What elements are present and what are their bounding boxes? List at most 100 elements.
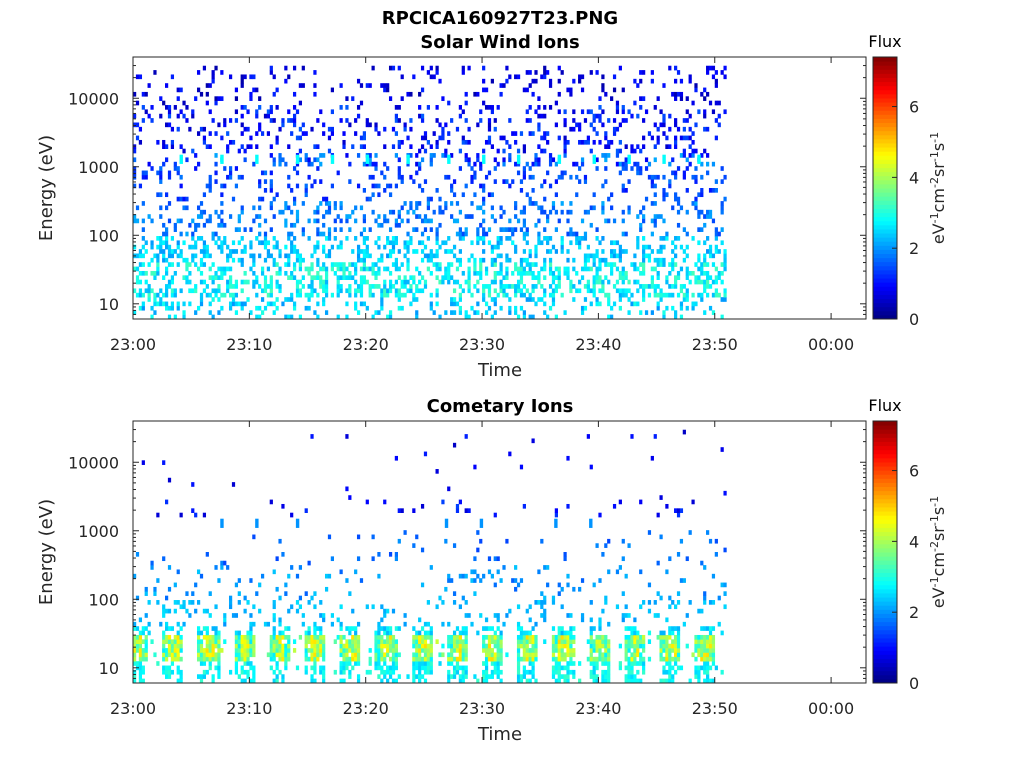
heatmap-cell — [362, 236, 366, 241]
heatmap-burst — [406, 154, 410, 164]
heatmap-cell — [234, 310, 239, 315]
heatmap-cell — [444, 148, 448, 154]
heatmap-cell — [528, 270, 532, 276]
heatmap-cell — [319, 284, 323, 289]
heatmap-cell — [205, 552, 209, 557]
heatmap-cell — [522, 652, 526, 658]
heatmap-cell — [467, 270, 471, 276]
heatmap-cell — [630, 301, 634, 307]
heatmap-cell — [703, 665, 707, 671]
colorbar-tick-label: 4 — [909, 532, 919, 551]
heatmap-cell — [409, 301, 413, 307]
colorbar-swatch — [873, 69, 897, 74]
heatmap-cell — [537, 236, 541, 241]
heatmap-cell — [598, 512, 602, 518]
heatmap-cell — [263, 188, 268, 193]
heatmap-cell — [351, 652, 355, 658]
heatmap-cell — [380, 678, 384, 684]
heatmap-cell — [287, 262, 291, 267]
heatmap-cell — [519, 275, 524, 280]
heatmap-cell — [313, 652, 317, 658]
heatmap-cell — [534, 648, 538, 653]
heatmap-cell — [548, 183, 553, 189]
colorbar-frame — [872, 420, 898, 684]
heatmap-cell — [176, 87, 180, 93]
heatmap-cell — [464, 573, 468, 579]
heatmap-cell — [665, 305, 669, 311]
heatmap-cell — [618, 297, 622, 302]
colorbar-swatch — [873, 633, 897, 639]
heatmap-cell — [703, 270, 707, 276]
heatmap-cell — [575, 192, 579, 198]
heatmap-cell — [668, 604, 672, 610]
heatmap-cell — [240, 105, 244, 110]
heatmap-cell — [516, 648, 521, 653]
heatmap-cell — [580, 578, 585, 583]
heatmap-cell — [240, 113, 244, 119]
heatmap-cell — [647, 530, 652, 535]
heatmap-cell — [388, 209, 393, 215]
heatmap-cell — [636, 161, 640, 167]
heatmap-cell — [196, 70, 201, 75]
heatmap-cell — [211, 118, 215, 123]
heatmap-cell — [278, 595, 282, 601]
heatmap-cell — [519, 292, 524, 298]
heatmap-cell — [342, 266, 346, 272]
heatmap-cell — [383, 669, 387, 675]
heatmap-cell — [359, 135, 364, 141]
heatmap-cell — [383, 174, 387, 180]
heatmap-cell — [615, 279, 620, 285]
heatmap-cell — [348, 674, 352, 679]
heatmap-cell — [237, 174, 241, 180]
heatmap-cell — [319, 201, 323, 206]
heatmap-cell — [627, 613, 631, 618]
heatmap-cell — [484, 656, 489, 662]
heatmap-cell — [464, 183, 468, 189]
heatmap-cell — [138, 678, 143, 684]
heatmap-cell — [455, 656, 460, 662]
heatmap-cell — [464, 434, 468, 439]
heatmap-cell — [322, 249, 326, 254]
heatmap-cell — [281, 652, 285, 658]
heatmap-cell — [295, 214, 300, 219]
heatmap-cell — [499, 266, 503, 272]
y-tick-label: 100 — [88, 590, 119, 609]
heatmap-cell — [546, 582, 550, 588]
colorbar-swatch — [873, 425, 897, 430]
heatmap-cell — [359, 266, 364, 272]
heatmap-cell — [633, 279, 637, 285]
heatmap-cell — [234, 613, 239, 618]
heatmap-cell — [700, 270, 704, 276]
heatmap-cell — [473, 174, 477, 180]
heatmap-cell — [220, 135, 224, 141]
heatmap-cell — [316, 292, 320, 298]
heatmap-cell — [493, 118, 497, 123]
heatmap-cell — [514, 288, 518, 294]
heatmap-cell — [554, 656, 558, 662]
heatmap-cell — [676, 292, 681, 298]
heatmap-cell — [691, 292, 695, 298]
colorbar-swatch — [873, 110, 897, 115]
heatmap-cell — [394, 218, 398, 224]
heatmap-cell — [298, 157, 303, 163]
heatmap-cell — [377, 626, 381, 631]
heatmap-cell — [502, 288, 506, 294]
heatmap-cell — [569, 626, 573, 631]
heatmap-cell — [551, 270, 556, 276]
heatmap-cell — [720, 447, 724, 452]
heatmap-cell — [327, 534, 332, 540]
heatmap-cell — [706, 279, 710, 285]
x-tick-label: 23:20 — [343, 335, 389, 354]
heatmap-cell — [176, 643, 180, 649]
heatmap-cell — [499, 639, 503, 644]
heatmap-cell — [458, 573, 462, 579]
heatmap-cell — [612, 118, 617, 123]
heatmap-cell — [394, 678, 398, 684]
heatmap-cell — [281, 122, 285, 128]
heatmap-cell — [639, 639, 643, 644]
heatmap-cell — [354, 639, 358, 644]
heatmap-cell — [706, 626, 710, 631]
heatmap-cell — [179, 634, 183, 640]
heatmap-cell — [220, 565, 224, 570]
heatmap-cell — [324, 310, 329, 315]
